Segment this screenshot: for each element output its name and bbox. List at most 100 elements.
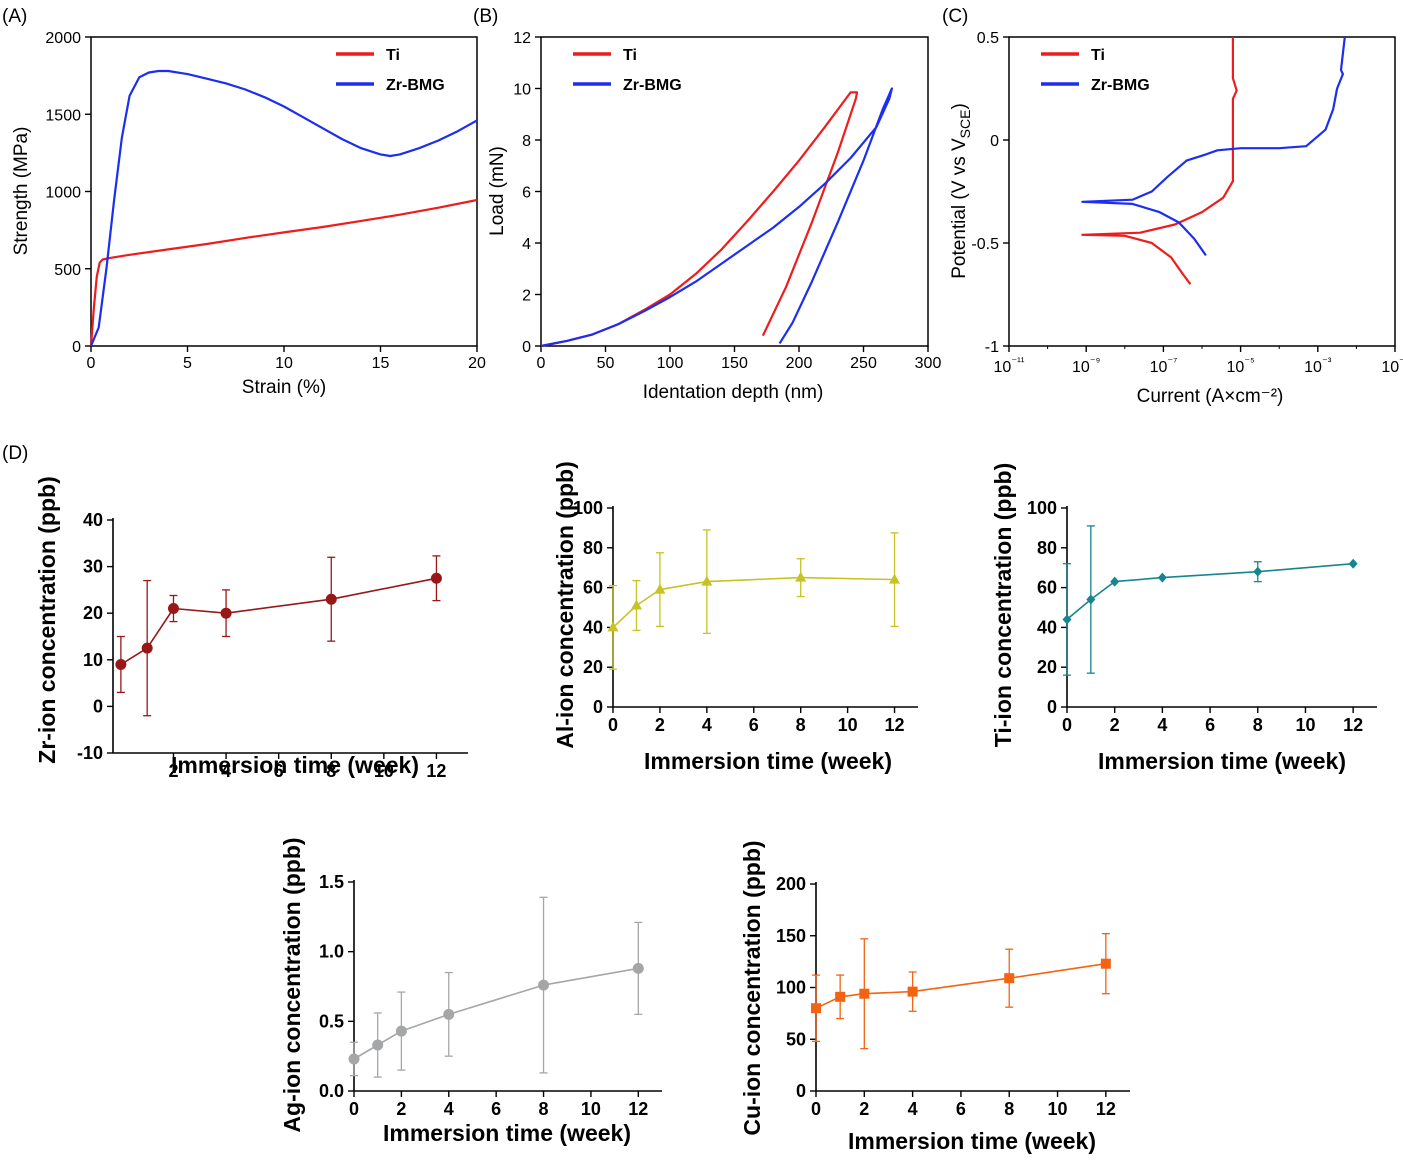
y-tick-label: 1.0 bbox=[319, 942, 344, 962]
x-tick-label: 4 bbox=[702, 715, 712, 735]
data-point bbox=[1110, 576, 1120, 587]
y-tick-label: 0.5 bbox=[977, 30, 999, 47]
x-tick-label: 2 bbox=[1110, 715, 1120, 735]
ti-ion-chart: 0 2 4 6 8 10 12 0 20 40 60 80 100 Immersion time (wee… bbox=[990, 463, 1377, 774]
data-point bbox=[835, 991, 846, 1002]
x-tick-label: 200 bbox=[786, 355, 813, 372]
x-axis-title: Immersion time (week) bbox=[848, 1128, 1096, 1154]
potential-current-chart: 10⁻¹¹ 10⁻⁹ 10⁻⁷ 10⁻⁵ 10⁻³ 10⁻¹ -1 -0.5 0 0.5 Curre… bbox=[949, 30, 1403, 407]
panel-label-d: (D) bbox=[2, 443, 28, 464]
y-tick-label: -1 bbox=[985, 339, 999, 356]
x-tick-label: 6 bbox=[749, 715, 759, 735]
data-point bbox=[1004, 973, 1015, 984]
data-point bbox=[538, 979, 550, 991]
y-tick-label: 150 bbox=[776, 926, 806, 946]
x-axis-title: Identation depth (nm) bbox=[643, 382, 824, 403]
x-tick-label: 8 bbox=[1004, 1099, 1014, 1119]
x-tick-label: 10 bbox=[1048, 1099, 1068, 1119]
y-tick-label: 0.0 bbox=[319, 1081, 344, 1101]
x-tick-label: 100 bbox=[657, 355, 684, 372]
x-tick-label: 10⁻³ bbox=[1304, 356, 1332, 376]
load-depth-chart: 0 50 100 150 200 250 300 0 2 4 6 8 10 12 Identation de… bbox=[487, 30, 941, 403]
y-tick-label: 0 bbox=[593, 697, 603, 717]
data-point bbox=[167, 603, 179, 615]
x-axis-title: Immersion time (week) bbox=[383, 1120, 631, 1146]
y-tick-label: 0 bbox=[1047, 697, 1057, 717]
cu-ion-chart: 0 2 4 6 8 10 12 0 50 100 150 200 Immersion time (wee… bbox=[739, 840, 1130, 1154]
x-tick-label: 0 bbox=[608, 715, 618, 735]
series-line-0 bbox=[120, 577, 437, 666]
y-tick-label: 20 bbox=[83, 603, 103, 623]
x-tick-label: 10⁻¹ bbox=[1381, 356, 1403, 376]
x-tick-label: 2 bbox=[396, 1099, 406, 1119]
x-tick-label: 8 bbox=[539, 1099, 549, 1119]
y-axis-title: Potential (V vs VSCE) bbox=[949, 103, 973, 279]
y-axis-title: Al-ion concentration (ppb) bbox=[552, 461, 578, 748]
data-point bbox=[632, 962, 644, 974]
legend-label-ti: Ti bbox=[623, 47, 637, 64]
x-tick-label: 5 bbox=[183, 355, 192, 372]
data-point bbox=[701, 575, 713, 586]
y-tick-label: 6 bbox=[522, 185, 531, 202]
y-tick-label: 2000 bbox=[45, 30, 81, 47]
x-tick-label: 4 bbox=[908, 1099, 918, 1119]
data-point bbox=[654, 583, 666, 594]
y-tick-label: 80 bbox=[1037, 538, 1057, 558]
series-line-0 bbox=[815, 962, 1106, 1009]
y-tick-label: 10 bbox=[513, 82, 531, 99]
data-point bbox=[607, 621, 619, 632]
x-tick-label: 10 bbox=[1295, 715, 1315, 735]
x-tick-label: 300 bbox=[915, 355, 942, 372]
data-point bbox=[443, 1008, 455, 1020]
x-tick-label: 0 bbox=[537, 355, 546, 372]
y-tick-label: 40 bbox=[1037, 617, 1057, 637]
y-tick-label: 10 bbox=[83, 650, 103, 670]
x-tick-label: 10⁻⁹ bbox=[1072, 356, 1100, 376]
y-tick-label: 60 bbox=[583, 578, 603, 598]
strength-strain-chart: 0 5 10 15 20 0 500 1000 1500 2000 Strain (%) Streng… bbox=[11, 30, 486, 398]
y-tick-label: 1.5 bbox=[319, 872, 344, 892]
data-point bbox=[220, 607, 232, 619]
x-tick-label: 250 bbox=[850, 355, 877, 372]
y-tick-label: 30 bbox=[83, 557, 103, 577]
y-tick-label: -10 bbox=[77, 743, 103, 763]
data-point bbox=[1157, 572, 1167, 583]
data-point bbox=[1348, 558, 1358, 569]
x-tick-label: 12 bbox=[628, 1099, 648, 1119]
x-tick-label: 6 bbox=[491, 1099, 501, 1119]
data-point bbox=[348, 1053, 360, 1065]
y-tick-label: 60 bbox=[1037, 578, 1057, 598]
x-tick-label: 2 bbox=[168, 761, 178, 781]
data-point bbox=[889, 573, 901, 584]
y-tick-label: 100 bbox=[1027, 498, 1057, 518]
series-line-0 bbox=[353, 967, 639, 1060]
y-tick-label: 100 bbox=[573, 498, 603, 518]
series-line-zr-bmg bbox=[1081, 36, 1346, 257]
y-tick-label: 8 bbox=[522, 133, 531, 150]
data-point bbox=[795, 571, 807, 582]
data-point bbox=[630, 599, 642, 610]
y-tick-label: 0 bbox=[796, 1081, 806, 1101]
data-point bbox=[1100, 958, 1111, 969]
x-tick-label: 12 bbox=[1096, 1099, 1116, 1119]
legend-label-zr-bmg: Zr-BMG bbox=[386, 77, 445, 94]
y-axis-title: Strength (MPa) bbox=[11, 127, 32, 256]
series-line-zr-bmg bbox=[540, 87, 894, 348]
y-tick-label: 50 bbox=[786, 1029, 806, 1049]
y-tick-label: 2 bbox=[522, 288, 531, 305]
y-tick-label: -0.5 bbox=[971, 236, 999, 253]
x-tick-label: 10 bbox=[838, 715, 858, 735]
panel-label-c: (C) bbox=[942, 6, 968, 27]
x-tick-label: 0 bbox=[349, 1099, 359, 1119]
y-tick-label: 80 bbox=[583, 538, 603, 558]
y-tick-label: 4 bbox=[522, 236, 531, 253]
y-tick-label: 200 bbox=[776, 874, 806, 894]
y-tick-label: 1000 bbox=[45, 185, 81, 202]
y-axis-title: Cu-ion concentration (ppb) bbox=[739, 840, 765, 1135]
x-tick-label: 10⁻¹¹ bbox=[994, 356, 1025, 376]
x-tick-label: 4 bbox=[444, 1099, 454, 1119]
y-axis-title: Ti-ion concentration (ppb) bbox=[990, 463, 1016, 748]
data-point bbox=[1253, 566, 1263, 577]
panel-label-b: (B) bbox=[473, 6, 498, 27]
x-tick-label: 50 bbox=[597, 355, 615, 372]
